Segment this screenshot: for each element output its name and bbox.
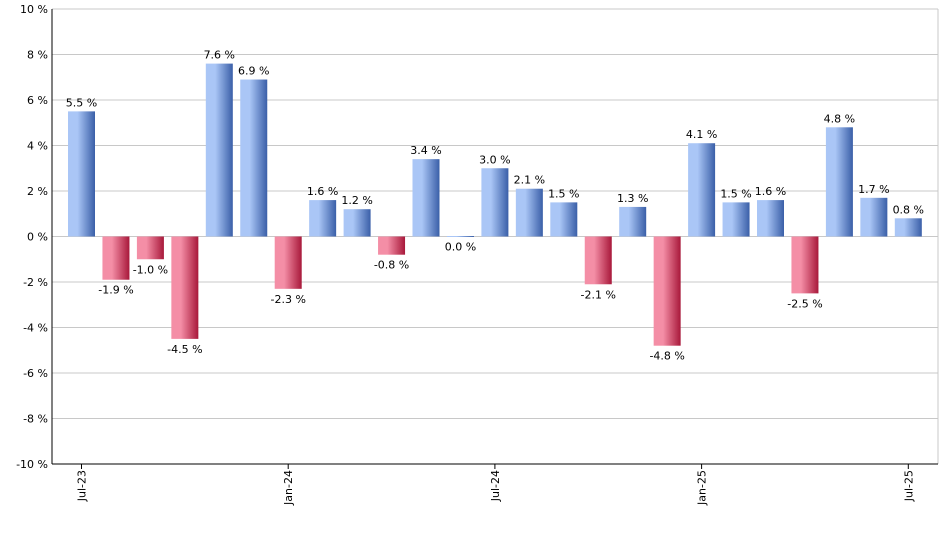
bar-value-label: -2.3 % xyxy=(270,293,305,306)
bar-value-label: -2.5 % xyxy=(787,297,822,310)
bar xyxy=(343,209,371,237)
bar-value-label: 1.6 % xyxy=(755,185,786,198)
y-tick-label: -10 % xyxy=(16,458,48,471)
bar xyxy=(825,127,853,237)
data-labels: 5.5 % -1.9 %-1.0 % -4.5 % 7.6 %6.9 % -2.3 % 1… xyxy=(66,49,924,363)
y-tick-label: 10 % xyxy=(20,3,48,16)
bar-value-label: 3.0 % xyxy=(479,153,510,166)
bar xyxy=(240,79,268,237)
bar xyxy=(757,200,784,237)
bar-value-label: -0.8 % xyxy=(374,259,409,272)
bar xyxy=(481,168,509,237)
bar xyxy=(653,236,681,346)
y-axis: 10 % 8 % 6 % 4 % 2 % 0 % -2 % -4 % -6 % -8 % -10 % xyxy=(16,3,53,471)
bar-value-label: 1.6 % xyxy=(307,185,338,198)
bar-value-label: 3.4 % xyxy=(410,144,441,157)
bar xyxy=(136,236,164,260)
bar xyxy=(791,236,819,294)
bar-value-label: 0.0 % xyxy=(445,241,476,254)
bar xyxy=(102,236,130,280)
bar-value-label: 5.5 % xyxy=(66,96,97,109)
bars xyxy=(68,63,922,346)
y-tick-label: 6 % xyxy=(27,94,48,107)
x-tick-label: Jul-24 xyxy=(489,470,502,502)
x-tick-label: Jan-24 xyxy=(282,470,295,506)
bar xyxy=(171,236,199,339)
bar xyxy=(412,159,440,237)
bar-value-label: -2.1 % xyxy=(581,288,616,301)
y-tick-label: 2 % xyxy=(27,185,48,198)
y-tick-label: 4 % xyxy=(27,140,48,153)
y-tick-label: -4 % xyxy=(23,322,48,335)
y-tick-label: 8 % xyxy=(27,49,48,62)
bar xyxy=(274,236,302,289)
bar-value-label: -1.0 % xyxy=(133,263,168,276)
bar-value-label: 0.8 % xyxy=(893,203,924,216)
bar xyxy=(515,188,543,237)
x-axis: Jul-23 Jan-24 Jul-24 Jan-25 Jul-25 xyxy=(52,463,938,506)
bar xyxy=(722,202,750,237)
bar xyxy=(68,111,95,237)
bar-value-label: -1.9 % xyxy=(98,284,133,297)
bar-value-label: 1.3 % xyxy=(617,192,648,205)
bar xyxy=(550,202,578,237)
bar-value-label: 7.6 % xyxy=(204,49,235,62)
bar xyxy=(446,236,474,237)
bar-value-label: -4.8 % xyxy=(649,350,684,363)
bar xyxy=(894,218,922,237)
x-tick-label: Jan-25 xyxy=(696,470,709,506)
bar-value-label: 1.2 % xyxy=(341,194,372,207)
bar xyxy=(860,197,888,237)
bar xyxy=(619,206,647,237)
bar xyxy=(584,236,612,285)
y-tick-label: -8 % xyxy=(23,413,48,426)
bar-value-label: 6.9 % xyxy=(238,65,269,78)
bar-value-label: 4.8 % xyxy=(824,112,855,125)
x-tick-label: Jul-25 xyxy=(902,470,915,502)
y-tick-label: -6 % xyxy=(23,367,48,380)
bar-value-label: 1.5 % xyxy=(548,187,579,200)
bar xyxy=(688,143,716,237)
bar-value-label: 4.1 % xyxy=(686,128,717,141)
y-tick-label: -2 % xyxy=(23,276,48,289)
x-tick-label: Jul-23 xyxy=(76,470,89,502)
bar xyxy=(378,236,406,255)
bar-value-label: 2.1 % xyxy=(514,174,545,187)
bar-value-label: 1.5 % xyxy=(720,187,751,200)
bar-value-label: -4.5 % xyxy=(167,343,202,356)
bar xyxy=(309,200,337,237)
bar xyxy=(205,63,233,237)
y-tick-label: 0 % xyxy=(27,231,48,244)
bar-value-label: 1.7 % xyxy=(858,183,889,196)
